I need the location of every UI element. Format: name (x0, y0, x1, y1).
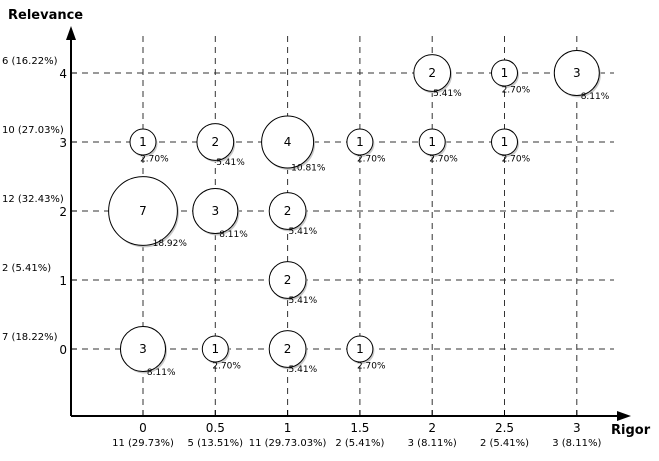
x-axis-title: Rigor (611, 423, 651, 438)
y-count-label: 10 (27.03%) (2, 125, 64, 136)
x-tick-label: 1.5 (350, 421, 369, 435)
bubble-count-label: 1 (356, 135, 364, 149)
x-axis-arrow (617, 411, 631, 421)
y-tick-label: 4 (59, 67, 67, 81)
bubble-percent-label: 5.41% (289, 296, 318, 306)
bubble-count-label: 2 (211, 135, 219, 149)
bubble-count-label: 2 (284, 342, 292, 356)
bubble-count-label: 2 (428, 66, 436, 80)
y-axis-arrow (66, 26, 76, 40)
bubble (553, 49, 600, 97)
bubble-count-label: 1 (501, 66, 509, 80)
bubble (491, 128, 518, 156)
bubble-count-label: 1 (139, 135, 147, 149)
bubble-percent-label: 2.70% (357, 361, 386, 371)
bubble-count-label: 2 (284, 273, 292, 287)
bubble-count-label: 3 (139, 342, 147, 356)
bubble-count-label: 4 (284, 135, 292, 149)
x-tick-label: 0.5 (206, 421, 225, 435)
bubble-percent-label: 8.11% (147, 368, 176, 378)
bubble-percent-label: 8.11% (219, 230, 248, 240)
y-count-label: 12 (32.43%) (2, 194, 64, 205)
bubble-count-label: 3 (211, 204, 219, 218)
bubble-percent-label: 2.70% (212, 361, 241, 371)
bubble-percent-label: 2.70% (429, 154, 458, 164)
bubble-percent-label: 18.92% (153, 239, 188, 249)
bubble (346, 128, 374, 156)
y-tick-label: 1 (59, 274, 67, 288)
y-axis-title: Relevance (8, 8, 83, 23)
bubble-percent-label: 2.70% (502, 85, 531, 95)
y-count-label: 7 (18.22%) (2, 332, 58, 343)
x-tick-label: 0 (139, 421, 147, 435)
x-tick-label: 1 (284, 421, 292, 435)
bubble-percent-label: 5.41% (433, 89, 462, 99)
bubbles: 3 8.11% 1 2.70% 2 5.41% 1 2.70% 2 5.41% 7 18.92% 3 8.… (108, 49, 610, 378)
bubble-count-label: 1 (356, 342, 364, 356)
bubble-percent-label: 5.41% (289, 365, 318, 375)
bubble-percent-label: 5.41% (216, 158, 245, 168)
x-tick-label: 2 (428, 421, 436, 435)
bubble-count-label: 7 (139, 204, 147, 218)
bubble (268, 261, 307, 299)
bubble (196, 123, 235, 161)
bubble-count-label: 1 (501, 135, 509, 149)
bubble-count-label: 3 (573, 66, 581, 80)
bubble-percent-label: 8.11% (581, 92, 610, 102)
bubble (418, 128, 446, 156)
bubble (108, 176, 178, 246)
y-count-label: 6 (16.22%) (2, 56, 58, 67)
bubble-percent-label: 2.70% (140, 154, 169, 164)
bubble-percent-label: 2.70% (357, 154, 386, 164)
x-count-label: 3 (8.11%) (552, 438, 601, 449)
y-tick-label: 0 (59, 343, 67, 357)
bubble (119, 325, 167, 373)
x-count-label: 5 (13.51%) (188, 438, 244, 449)
y-count-label: 2 (5.41%) (2, 263, 51, 274)
x-count-label: 11 (29.73.03%) (249, 438, 327, 449)
y-tick-label: 2 (59, 205, 67, 219)
bubble-count-label: 2 (284, 204, 292, 218)
bubble-count-label: 1 (211, 342, 219, 356)
bubble (268, 192, 307, 230)
x-count-label: 2 (5.41%) (335, 438, 384, 449)
axes: Relevance Rigor (8, 8, 651, 438)
x-count-label: 11 (29.73%) (112, 438, 174, 449)
bubble-percent-label: 10.81% (291, 164, 326, 174)
bubble (201, 335, 229, 363)
bubble-percent-label: 5.41% (289, 227, 318, 237)
bubble (261, 115, 315, 169)
bubble (268, 330, 307, 368)
bubble (491, 59, 518, 87)
y-tick-label: 3 (59, 136, 67, 150)
bubble-count-label: 1 (428, 135, 436, 149)
x-tick-label: 3 (573, 421, 581, 435)
bubble-percent-label: 2.70% (502, 154, 531, 164)
x-count-label: 3 (8.11%) (408, 438, 457, 449)
x-tick-label: 2.5 (495, 421, 514, 435)
tick-labels: 0 11 (29.73%) 0.5 5 (13.51%) 1 11 (29.73.03%)… (2, 56, 601, 449)
x-count-label: 2 (5.41%) (480, 438, 529, 449)
bubble (413, 54, 452, 92)
bubble (129, 128, 157, 156)
bubble (346, 335, 374, 363)
bubble (192, 187, 239, 235)
